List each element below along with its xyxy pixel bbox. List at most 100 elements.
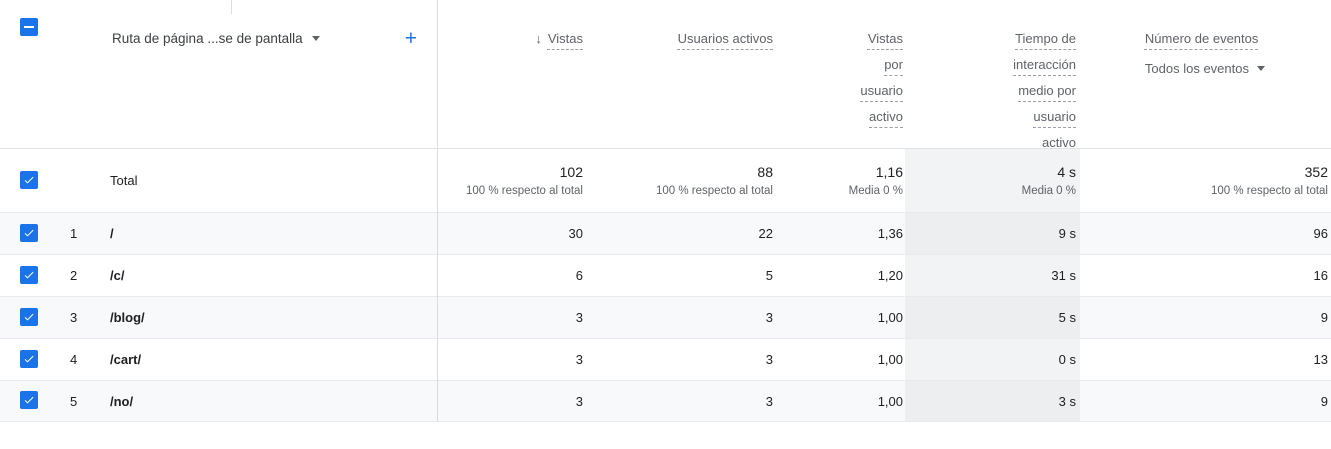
column-header-usuarios-activos: Usuarios activos — [585, 0, 775, 52]
page-path-value: /blog/ — [110, 310, 145, 325]
total-vistas-value: 102 — [559, 164, 583, 180]
row-checkbox[interactable] — [20, 307, 38, 326]
usuarios-activos-value: 5 — [765, 268, 773, 283]
numero-eventos-value: 13 — [1313, 352, 1328, 367]
usuarios-activos-value: 22 — [758, 226, 773, 241]
check-icon — [24, 313, 34, 320]
add-dimension-button[interactable]: + — [399, 26, 423, 51]
check-icon — [24, 396, 34, 404]
numero-eventos-value: 16 — [1313, 268, 1328, 283]
page-path-value: /c/ — [110, 268, 125, 283]
vistas-value: 30 — [568, 226, 583, 241]
page-path-value: / — [110, 226, 114, 241]
check-icon — [24, 229, 34, 236]
table-row[interactable]: 4 /cart/ 3 3 1,00 0 s 13 — [0, 338, 1331, 380]
column-divider — [437, 0, 438, 422]
vistas-value: 3 — [575, 310, 583, 325]
numero-eventos-value: 96 — [1313, 226, 1328, 241]
column-header-tiempo-label[interactable]: Tiempo de interacción medio por usuario … — [1013, 31, 1076, 150]
column-header-vpu-label[interactable]: Vistas por usuario activo — [860, 31, 903, 124]
events-filter-dropdown[interactable]: Todos los eventos — [1145, 61, 1265, 76]
total-usuarios-subtext: 100 % respecto al total — [656, 185, 773, 197]
column-header-usuarios-label[interactable]: Usuarios activos — [677, 31, 773, 46]
table-body: 1 / 30 22 1,36 9 s 96 2 /c/ 6 5 1,20 31 … — [0, 212, 1331, 422]
row-index: 2 — [70, 268, 78, 283]
dropdown-caret-icon — [1257, 66, 1265, 71]
top-divider-tick — [231, 0, 232, 14]
total-vistas-subtext: 100 % respecto al total — [466, 185, 583, 197]
numero-eventos-value: 9 — [1320, 393, 1328, 409]
vistas-por-usuario-value: 1,00 — [877, 310, 903, 325]
total-eventos-value: 352 — [1304, 164, 1328, 180]
total-label: Total — [110, 173, 138, 188]
vistas-por-usuario-value: 1,00 — [877, 352, 903, 367]
check-icon — [24, 355, 34, 362]
indeterminate-icon — [24, 26, 34, 28]
tiempo-interaccion-value: 9 s — [905, 213, 1080, 254]
total-eventos-subtext: 100 % respecto al total — [1211, 185, 1328, 197]
row-checkbox-cell — [0, 349, 60, 370]
tiempo-interaccion-value: 3 s — [905, 381, 1080, 421]
total-checkbox-cell — [0, 170, 60, 191]
row-checkbox[interactable] — [20, 265, 38, 284]
vistas-por-usuario-value: 1,36 — [877, 226, 903, 241]
total-vpu-value: 1,16 — [875, 164, 903, 180]
total-eventos-cell: 352 100 % respecto al total — [1080, 164, 1331, 197]
row-index: 4 — [70, 352, 78, 367]
total-usuarios-cell: 88 100 % respecto al total — [585, 164, 775, 197]
row-checkbox[interactable] — [20, 391, 38, 409]
total-row: Total 102 100 % respecto al total 88 100… — [0, 148, 1331, 212]
page-path-value: /no/ — [110, 393, 134, 409]
header-checkbox-cell — [0, 0, 60, 38]
total-vistas-cell: 102 100 % respecto al total — [437, 164, 585, 197]
column-header-eventos-label[interactable]: Número de eventos — [1144, 31, 1259, 46]
dimension-label: Ruta de página ...se de pantalla — [112, 31, 303, 46]
table-row[interactable]: 5 /no/ 3 3 1,00 3 s 9 — [0, 380, 1331, 422]
vistas-por-usuario-value: 1,20 — [877, 268, 903, 283]
row-index: 5 — [70, 393, 78, 409]
column-header-numero-eventos: Número de eventos Todos los eventos — [1080, 0, 1331, 76]
vistas-value: 3 — [575, 352, 583, 367]
usuarios-activos-value: 3 — [765, 352, 773, 367]
page-path-value: /cart/ — [110, 352, 142, 367]
total-usuarios-value: 88 — [757, 164, 773, 180]
table-header-row: Ruta de página ...se de pantalla + ↓ Vist… — [0, 0, 1331, 150]
usuarios-activos-value: 3 — [765, 310, 773, 325]
row-checkbox[interactable] — [20, 223, 38, 242]
vistas-value: 6 — [575, 268, 583, 283]
row-checkbox-cell — [0, 265, 60, 286]
table-row[interactable]: 2 /c/ 6 5 1,20 31 s 16 — [0, 254, 1331, 296]
numero-eventos-value: 9 — [1320, 310, 1328, 325]
events-filter-label: Todos los eventos — [1144, 61, 1249, 76]
total-row-checkbox[interactable] — [20, 170, 38, 189]
tiempo-interaccion-value: 5 s — [905, 297, 1080, 338]
row-checkbox-cell — [0, 223, 60, 244]
column-header-tiempo-interaccion: Tiempo de interacción medio por usuario … — [905, 0, 1080, 156]
dimension-header-cell: Ruta de página ...se de pantalla + — [96, 0, 437, 51]
row-index: 3 — [70, 310, 78, 325]
vistas-value: 3 — [575, 393, 583, 409]
column-header-vistas-por-usuario: Vistas por usuario activo — [775, 0, 905, 130]
row-checkbox-cell — [0, 391, 60, 411]
total-tiempo-cell: 4 s Media 0 % — [905, 149, 1080, 212]
dropdown-caret-icon — [311, 36, 320, 41]
select-all-checkbox[interactable] — [20, 18, 38, 36]
row-checkbox[interactable] — [20, 349, 38, 368]
table-row[interactable]: 3 /blog/ 3 3 1,00 5 s 9 — [0, 296, 1331, 338]
sort-descending-arrow-icon: ↓ — [535, 31, 542, 46]
usuarios-activos-value: 3 — [765, 393, 773, 409]
total-tiempo-value: 4 s — [1057, 164, 1076, 180]
column-header-vistas-label[interactable]: Vistas — [547, 31, 583, 46]
total-tiempo-subtext: Media 0 % — [1021, 185, 1076, 197]
vistas-por-usuario-value: 1,00 — [877, 393, 903, 409]
table-row[interactable]: 1 / 30 22 1,36 9 s 96 — [0, 212, 1331, 254]
dimension-selector-dropdown[interactable]: Ruta de página ...se de pantalla — [110, 27, 322, 50]
total-vpu-cell: 1,16 Media 0 % — [775, 164, 905, 197]
row-index: 1 — [70, 226, 78, 241]
column-header-vistas: ↓ Vistas — [437, 0, 585, 52]
tiempo-interaccion-value: 0 s — [905, 339, 1080, 380]
tiempo-interaccion-value: 31 s — [905, 255, 1080, 296]
check-icon — [24, 176, 34, 183]
check-icon — [24, 271, 34, 278]
